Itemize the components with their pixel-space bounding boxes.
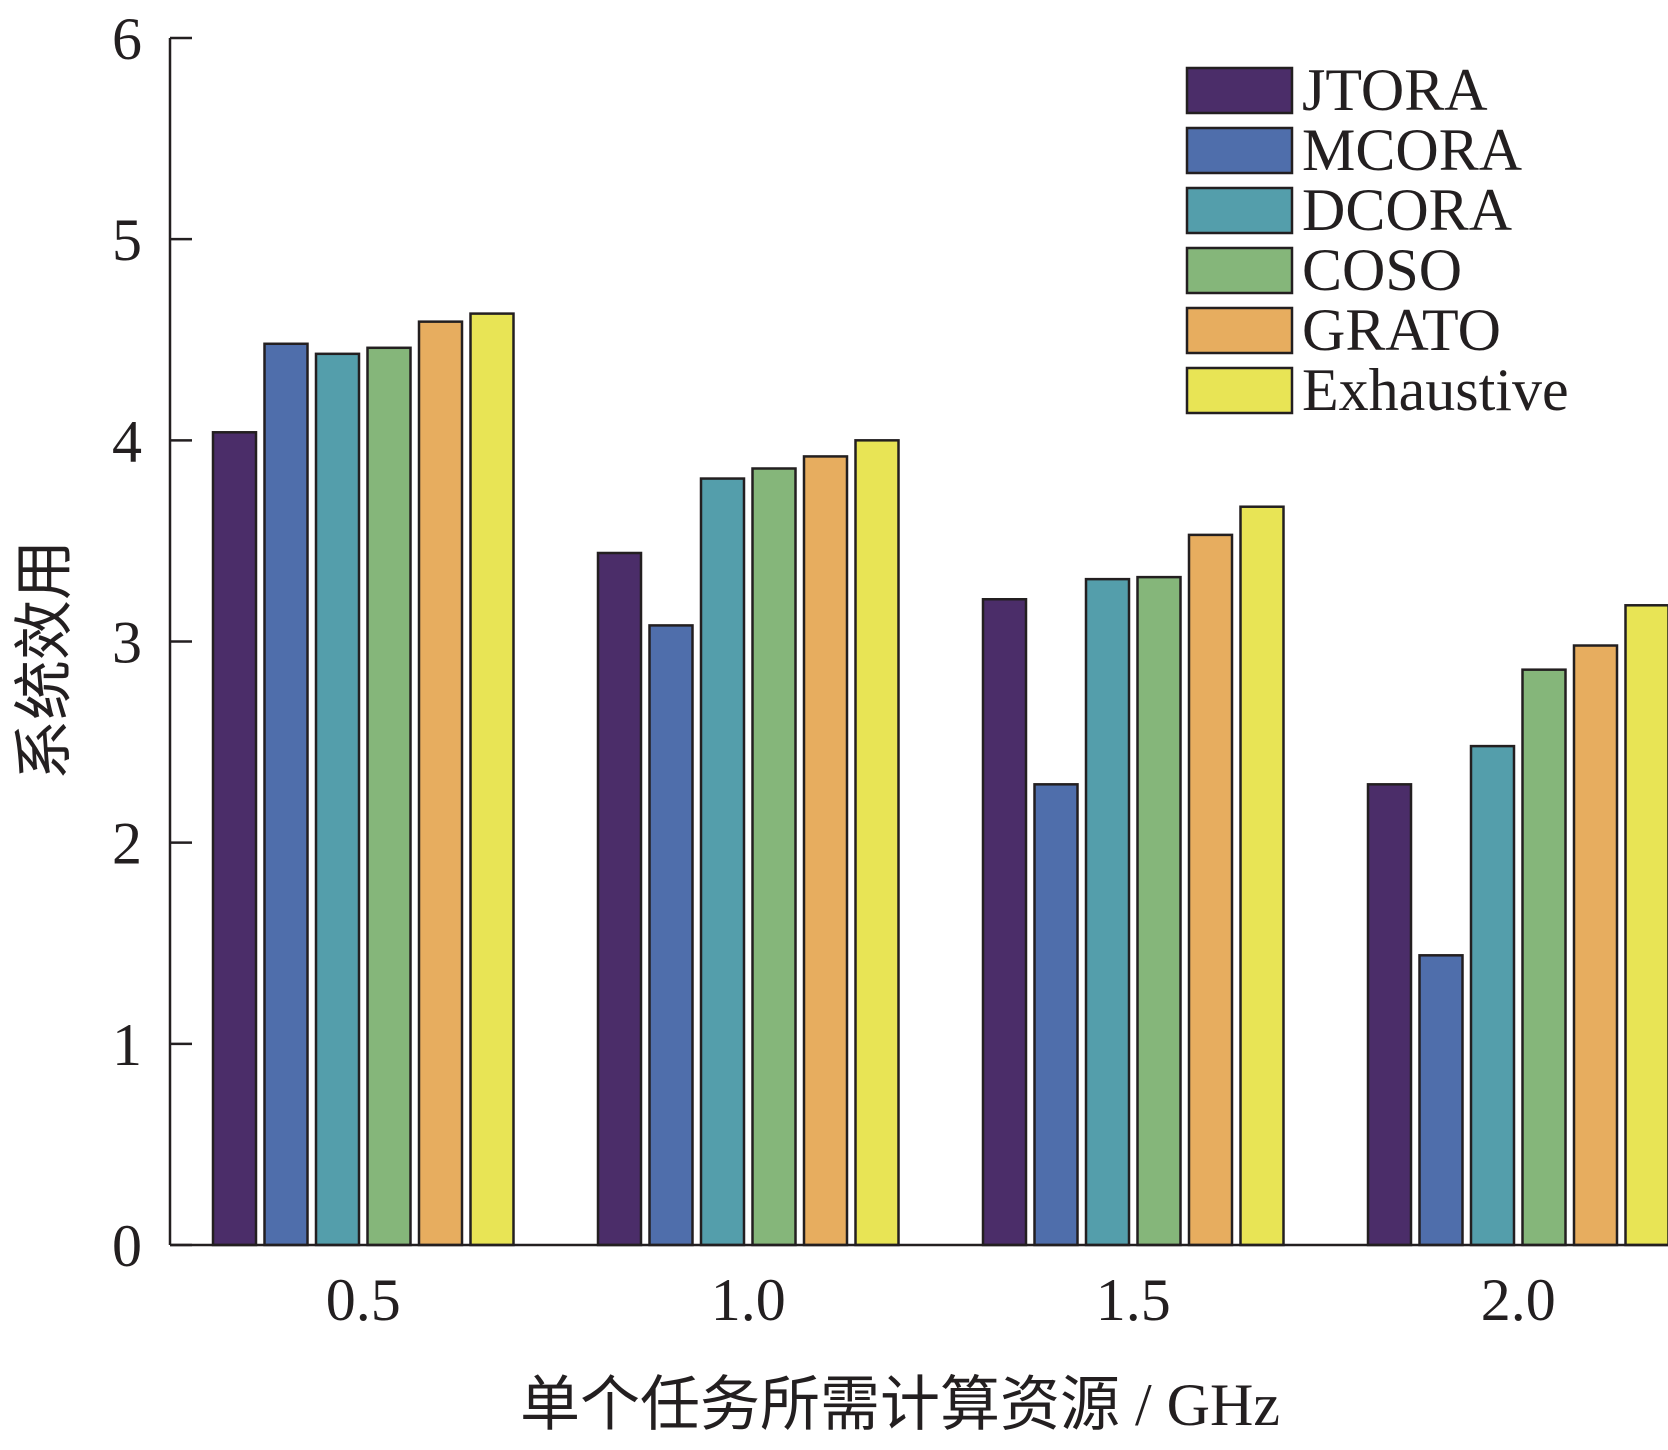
axes-group: 0 1 2 3 4 5 6 0.5 1.0 1.5 2.0 — [112, 6, 1668, 1333]
legend-swatch-exhaustive — [1185, 366, 1294, 415]
y-tick-label-2: 2 — [112, 811, 142, 877]
legend-swatch-dcora — [1185, 186, 1294, 235]
x-axis-title: 单个任务所需计算资源 / GHz — [520, 1372, 1280, 1438]
bar-mcora-1_0 — [648, 624, 694, 1247]
legend-swatch-mcora — [1185, 126, 1294, 175]
bar-jtora-2_0 — [1366, 783, 1413, 1247]
legend-label-exhaustive: Exhaustive — [1302, 357, 1569, 423]
bar-grato-1_0 — [802, 455, 849, 1247]
y-tick-label-4: 4 — [112, 408, 142, 474]
legend-label-coso: COSO — [1302, 237, 1462, 303]
bar-jtora-1_0 — [596, 551, 643, 1247]
y-tick-label-6: 6 — [112, 6, 142, 72]
x-tick-label-0_5: 0.5 — [326, 1267, 401, 1333]
legend-swatch-grato — [1185, 306, 1294, 355]
bar-dcora-1_5 — [1084, 577, 1131, 1247]
bar-jtora-0_5 — [211, 431, 258, 1247]
bar-mcora-2_0 — [1418, 954, 1464, 1247]
bar-mcora-0_5 — [263, 342, 309, 1247]
legend-label-jtora: JTORA — [1302, 57, 1488, 123]
bar-coso-0_5 — [366, 346, 412, 1247]
bar-mcora-1_5 — [1033, 783, 1079, 1247]
x-tick-label-2_0: 2.0 — [1481, 1267, 1556, 1333]
bar-dcora-0_5 — [314, 352, 361, 1247]
bars-group — [211, 312, 1668, 1247]
legend-label-dcora: DCORA — [1302, 177, 1512, 243]
bar-grato-2_0 — [1572, 644, 1619, 1247]
bar-jtora-1_5 — [981, 598, 1028, 1247]
bar-coso-1_5 — [1136, 575, 1182, 1247]
legend-swatch-jtora — [1185, 66, 1294, 115]
y-axis-title: 系统效用 — [12, 540, 78, 780]
bar-dcora-2_0 — [1469, 744, 1516, 1247]
legend-swatch-coso — [1185, 246, 1294, 295]
y-tick-label-1: 1 — [112, 1012, 142, 1078]
bar-dcora-1_0 — [699, 477, 746, 1247]
legend-label-mcora: MCORA — [1302, 117, 1522, 183]
bar-exhaustive-0_5 — [469, 312, 515, 1247]
bar-exhaustive-2_0 — [1624, 604, 1668, 1247]
y-tick-label-5: 5 — [112, 207, 142, 273]
bar-grato-1_5 — [1187, 533, 1234, 1247]
bar-exhaustive-1_0 — [854, 439, 900, 1247]
y-tick-label-3: 3 — [112, 610, 142, 676]
x-tick-label-1_0: 1.0 — [711, 1267, 786, 1333]
bar-grato-0_5 — [417, 320, 464, 1247]
bar-exhaustive-1_5 — [1239, 505, 1285, 1247]
x-tick-label-1_5: 1.5 — [1096, 1267, 1171, 1333]
legend-label-grato: GRATO — [1302, 297, 1501, 363]
y-tick-label-0: 0 — [112, 1213, 142, 1279]
bar-coso-1_0 — [751, 467, 797, 1247]
bar-coso-2_0 — [1521, 668, 1567, 1247]
